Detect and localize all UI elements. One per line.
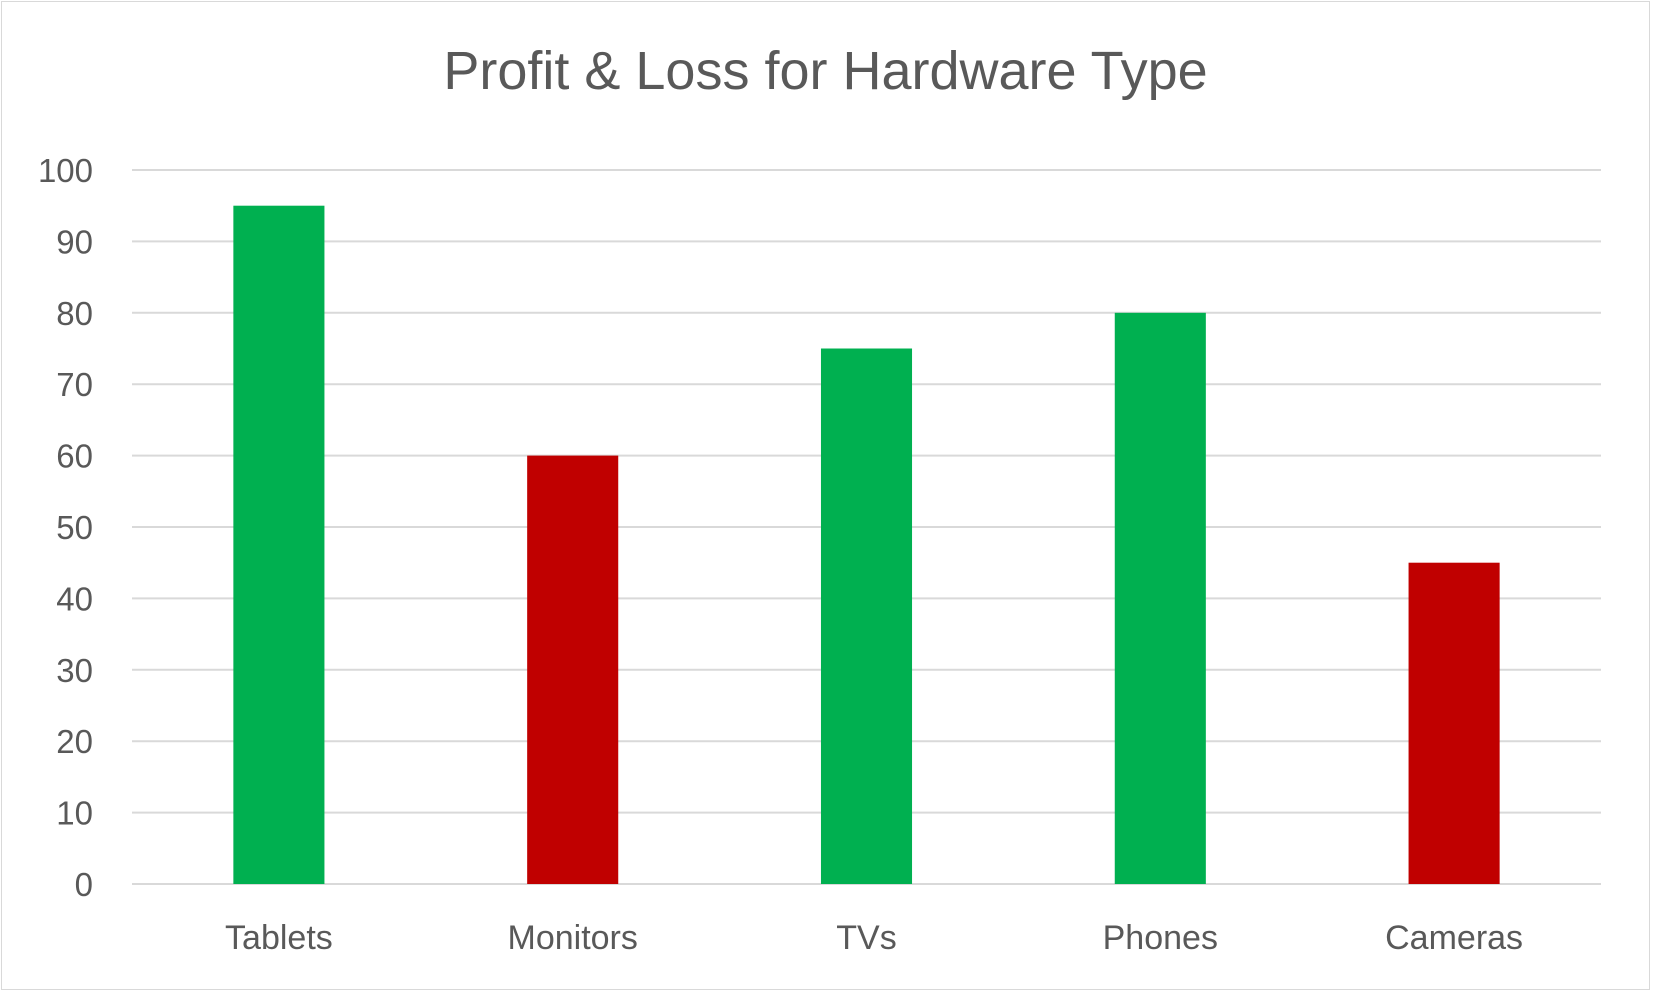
chart-title: Profit & Loss for Hardware Type	[443, 41, 1208, 101]
bar-cameras	[1408, 562, 1500, 884]
x-tick-label: Phones	[1103, 919, 1218, 957]
y-tick-label: 60	[56, 438, 93, 475]
bar-tvs	[820, 348, 913, 884]
y-tick-label: 50	[56, 509, 93, 546]
bar-monitors	[527, 455, 619, 884]
y-tick-label: 70	[56, 366, 93, 403]
x-tick-label: TVs	[836, 919, 896, 957]
y-tick-label: 30	[56, 652, 93, 689]
x-tick-label: Tablets	[225, 919, 333, 957]
bar-phones	[1114, 312, 1206, 884]
x-tick-label: Monitors	[508, 919, 638, 957]
y-tick-label: 20	[56, 723, 93, 760]
y-tick-label: 10	[56, 795, 93, 832]
x-tick-label: Cameras	[1385, 919, 1523, 957]
y-tick-label: 100	[38, 152, 93, 189]
y-tick-label: 0	[75, 866, 93, 903]
y-tick-label: 80	[56, 295, 93, 332]
bar-tablets	[233, 205, 325, 884]
y-tick-label: 40	[56, 580, 93, 617]
y-tick-label: 90	[56, 223, 93, 260]
